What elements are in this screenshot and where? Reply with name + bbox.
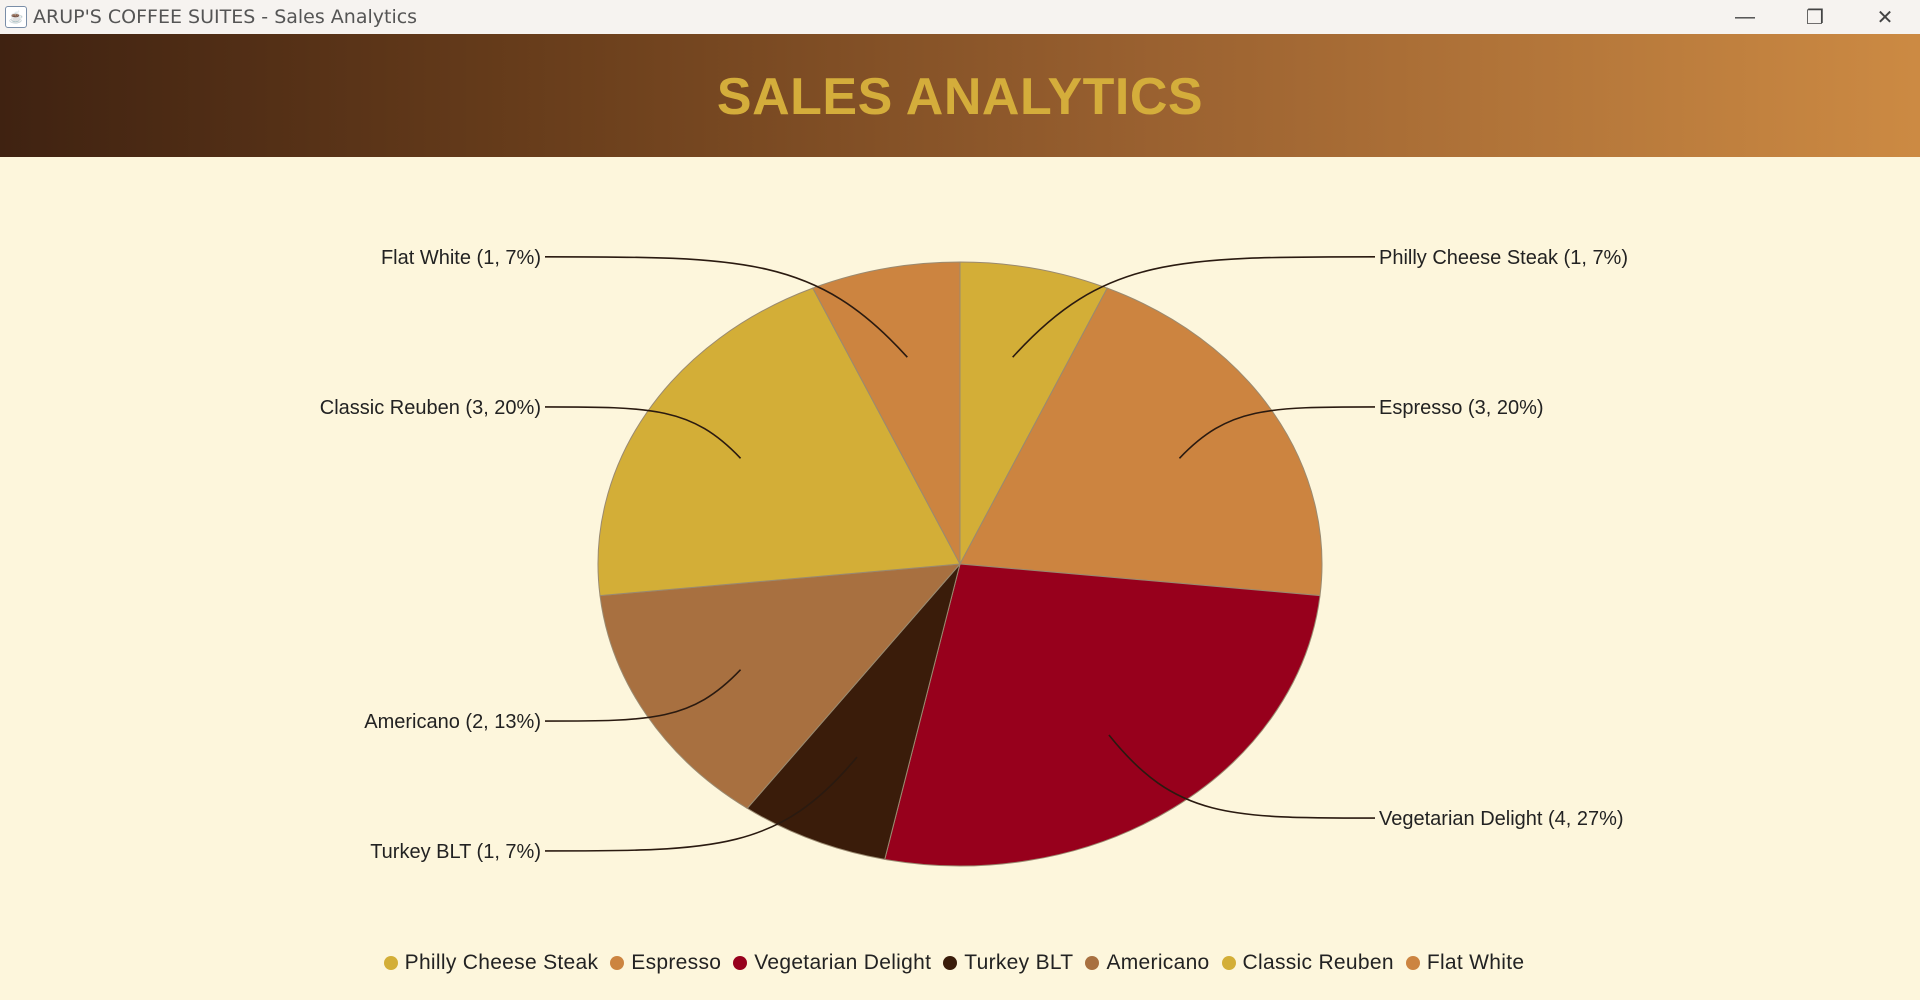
legend-item: Classic Reuben: [1221, 951, 1394, 975]
legend-label: Turkey BLT: [964, 951, 1074, 974]
legend-swatch: [383, 956, 398, 970]
label-leader-line: [544, 255, 908, 358]
minimize-button[interactable]: —: [1735, 5, 1755, 28]
legend-label: Classic Reuben: [1242, 951, 1394, 974]
slice-label: Classic Reuben (3, 20%): [320, 397, 541, 419]
legend-label: Espresso: [631, 951, 722, 974]
label-leader-line: [1108, 734, 1376, 819]
slice-label: Turkey BLT (1, 7%): [370, 841, 541, 863]
slice-label: Vegetarian Delight (4, 27%): [1379, 808, 1624, 830]
legend-label: Philly Cheese Steak: [404, 951, 599, 974]
slice-label: Americano (2, 13%): [364, 711, 541, 733]
legend-label: Vegetarian Delight: [754, 951, 932, 974]
legend-item: Vegetarian Delight: [733, 951, 931, 975]
legend-item: Americano: [1085, 951, 1209, 975]
legend-swatch: [733, 956, 748, 970]
pie-slice-americano: [599, 563, 962, 809]
label-leader-line: [1012, 255, 1376, 358]
maximize-button[interactable]: ❐: [1806, 6, 1824, 29]
window-titlebar: ☕ ARUP'S COFFEE SUITES - Sales Analytics…: [0, 0, 1920, 35]
header-banner: SALES ANALYTICS: [0, 34, 1920, 157]
page-title: SALES ANALYTICS: [716, 67, 1204, 126]
window-title: ARUP'S COFFEE SUITES - Sales Analytics: [33, 6, 418, 28]
legend-swatch: [943, 956, 958, 970]
legend-swatch: [1405, 956, 1420, 970]
label-leader-line: [1178, 406, 1376, 459]
pie-slice-classic-reuben: [597, 287, 961, 597]
legend-label: Americano: [1106, 951, 1210, 974]
label-leader-line: [544, 406, 742, 459]
legend-swatch: [1221, 956, 1236, 970]
legend-label: Flat White: [1426, 951, 1525, 974]
label-leader-line: [544, 756, 858, 852]
legend-item: Turkey BLT: [943, 951, 1073, 975]
pie-slice-espresso: [959, 287, 1323, 597]
window-controls: — ❐ ✕: [1710, 0, 1920, 34]
legend-swatch: [610, 956, 625, 970]
pie-slice-turkey-blt: [746, 563, 961, 860]
slice-label: Espresso (3, 20%): [1379, 397, 1544, 419]
chart-legend: Philly Cheese Steak Espresso Vegetarian De…: [0, 950, 1920, 976]
legend-item: Philly Cheese Steak: [383, 951, 599, 975]
slice-label: Flat White (1, 7%): [381, 247, 541, 269]
pie-slice-vegetarian-delight: [884, 563, 1321, 867]
legend-item: Espresso: [610, 951, 721, 975]
legend-swatch: [1085, 956, 1100, 970]
slice-label: Philly Cheese Steak (1, 7%): [1379, 247, 1628, 269]
label-leader-line: [544, 669, 742, 722]
java-coffee-cup-icon: ☕: [5, 6, 27, 28]
pie-chart: Philly Cheese Steak (1, 7%) Espresso (3, …: [320, 247, 1628, 867]
legend-item: Flat White: [1405, 951, 1525, 975]
close-button[interactable]: ✕: [1876, 6, 1894, 29]
